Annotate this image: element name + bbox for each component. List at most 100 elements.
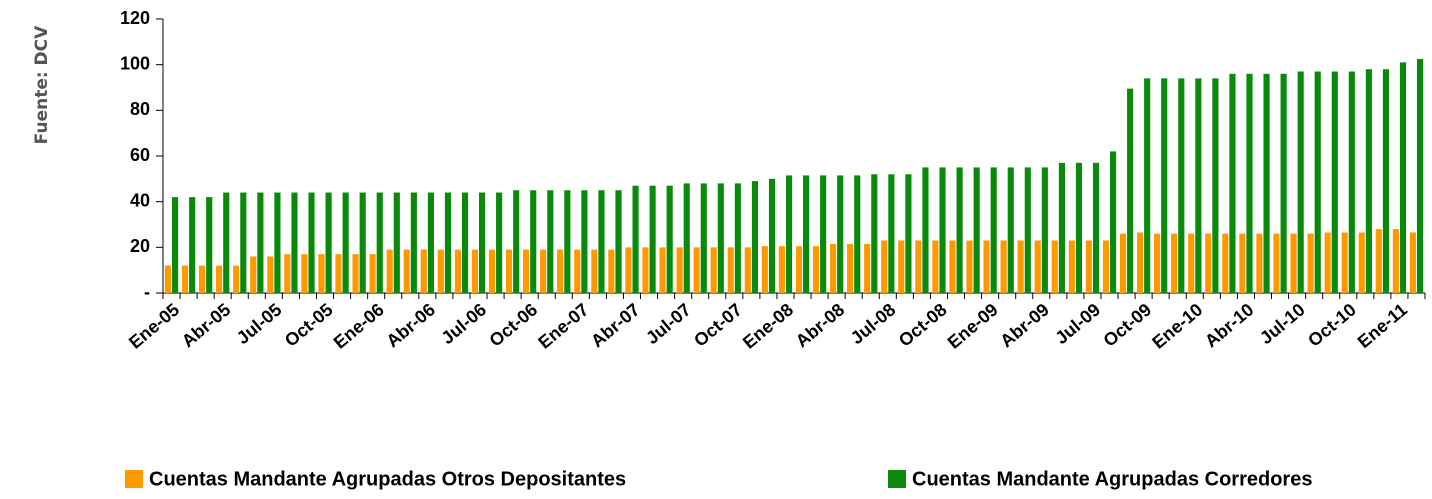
- y-tick-label: 60: [130, 145, 150, 165]
- bar: [1144, 78, 1151, 293]
- bar: [778, 246, 785, 293]
- x-tick-label: Oct-05: [281, 299, 337, 350]
- bar: [1007, 167, 1014, 293]
- bar: [642, 247, 649, 293]
- bar: [1222, 233, 1229, 293]
- bar: [206, 197, 213, 293]
- bar: [625, 247, 632, 293]
- x-tick-label: Abr-08: [792, 299, 849, 351]
- bar: [233, 265, 240, 293]
- y-tick-label: 100: [120, 53, 150, 73]
- bar: [1399, 62, 1407, 294]
- bar: [751, 181, 759, 293]
- bar: [1024, 167, 1031, 293]
- bar: [1110, 151, 1117, 293]
- bar: [410, 192, 417, 293]
- bar: [198, 265, 206, 293]
- bar: [864, 243, 871, 293]
- bar: [598, 190, 605, 293]
- bar: [1161, 78, 1168, 293]
- x-tick-label: Oct-08: [895, 299, 951, 350]
- bar: [427, 192, 434, 293]
- bar: [267, 256, 274, 293]
- x-tick-label: Abr-10: [1201, 299, 1258, 351]
- x-tick-label: Jul-10: [1256, 299, 1309, 348]
- bar: [291, 192, 298, 293]
- bar: [1246, 73, 1253, 293]
- bar: [795, 246, 803, 293]
- bar: [649, 185, 656, 293]
- bar: [223, 192, 230, 293]
- bar: [734, 183, 741, 293]
- bar: [240, 192, 247, 293]
- x-tick-label: Ene-05: [125, 299, 183, 352]
- bar: [632, 185, 639, 293]
- bar: [335, 254, 342, 293]
- bar: [461, 192, 469, 293]
- bar: [983, 240, 990, 293]
- bar: [454, 249, 461, 293]
- bar: [837, 175, 844, 293]
- bar: [717, 183, 724, 293]
- bar: [683, 183, 690, 293]
- bar: [369, 254, 376, 293]
- bar: [513, 190, 520, 293]
- bar: [666, 185, 673, 293]
- bar: [1314, 71, 1321, 294]
- bar: [1212, 78, 1219, 293]
- y-tick-label: 120: [120, 8, 150, 28]
- bar: [973, 167, 980, 293]
- bar: [284, 254, 291, 293]
- bar: [403, 249, 410, 293]
- bar: [693, 247, 700, 293]
- bar: [990, 167, 997, 293]
- bar: [325, 192, 332, 293]
- bar: [1041, 167, 1048, 293]
- x-tick-label: Abr-05: [178, 299, 235, 351]
- x-tick-label: Jul-06: [437, 299, 490, 348]
- bar: [785, 175, 793, 293]
- bar: [1229, 73, 1236, 293]
- bar: [1256, 233, 1263, 293]
- bar: [574, 249, 581, 293]
- x-tick-label: Abr-09: [996, 299, 1053, 351]
- x-tick-label: Ene-10: [1148, 299, 1206, 352]
- bar: [915, 240, 922, 293]
- x-tick-label: Ene-07: [534, 299, 592, 352]
- bar: [172, 197, 179, 293]
- bar: [1409, 232, 1416, 293]
- y-tick-label: 80: [130, 99, 150, 119]
- bar: [1127, 88, 1134, 294]
- bar: [949, 240, 956, 293]
- bar: [1341, 232, 1348, 293]
- bar: [939, 167, 946, 293]
- x-tick-label: Oct-09: [1099, 299, 1155, 350]
- bar: [1195, 78, 1202, 293]
- bar: [768, 178, 776, 293]
- bar: [676, 247, 683, 293]
- bar: [922, 167, 929, 293]
- x-tick-label: Jul-08: [847, 299, 900, 348]
- legend-label: Cuentas Mandante Agrupadas Otros Deposit…: [149, 468, 626, 490]
- bar: [608, 249, 615, 293]
- bar: [1092, 162, 1100, 293]
- bar: [274, 192, 281, 293]
- bar: [871, 174, 878, 293]
- bar: [1154, 233, 1161, 293]
- bar: [318, 254, 325, 293]
- bar: [829, 243, 837, 293]
- bar: [359, 192, 366, 293]
- bar: [257, 192, 264, 293]
- bar: [820, 175, 827, 293]
- bar: [547, 190, 554, 293]
- bar: [216, 265, 223, 293]
- legend-swatch: [888, 470, 906, 488]
- bar: [523, 249, 530, 293]
- bar: [1348, 71, 1355, 294]
- bar: [1392, 229, 1399, 293]
- x-tick-label: Ene-06: [330, 299, 388, 352]
- bar: [352, 254, 359, 293]
- bar: [301, 254, 308, 293]
- bar: [437, 249, 444, 293]
- bar: [444, 192, 452, 293]
